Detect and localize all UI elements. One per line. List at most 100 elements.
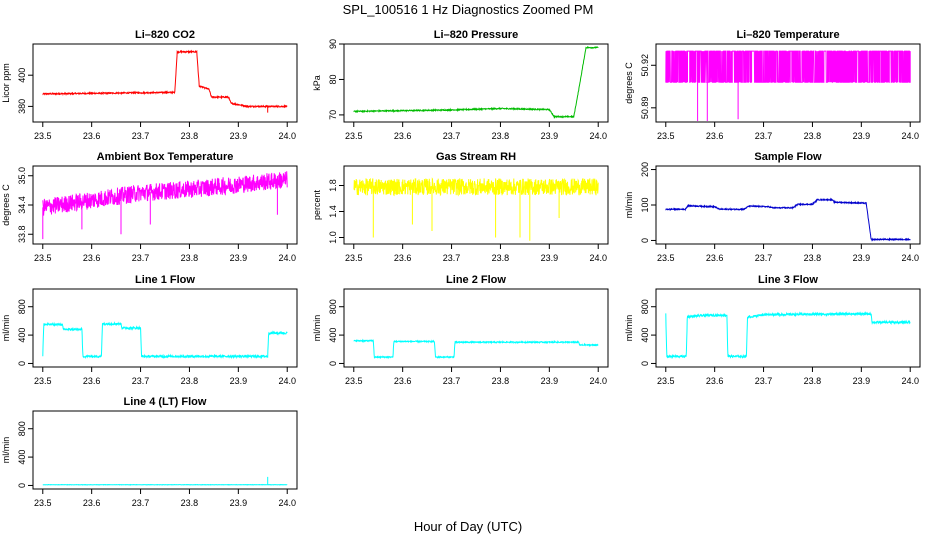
panel-9-xtick-label: 23.8 [804,376,822,386]
panel-5-plot-frame [343,165,609,245]
panel-4-ytick-label: 33.8 [17,225,27,243]
panel-5-xtick-label: 23.5 [345,253,363,263]
panel-3: Li–820 Temperature 23.5 23.6 23.7 23.8 23.9 24… [624,29,921,141]
panel-7-xtick-label: 23.9 [230,376,248,386]
panel-6-title: Sample Flow [754,151,822,163]
panel-2-xtick-label: 24.0 [589,131,607,141]
panel-3-xtick-label: 23.8 [804,131,822,141]
panel-10-plot-frame [32,410,298,490]
panel-6-xtick-label: 23.7 [755,253,773,263]
panel-5-series-line [353,177,599,241]
panel-1-ytick-label: 400 [17,68,27,83]
panel-9-xtick-label: 23.9 [853,376,871,386]
panel-3-xtick-label: 23.5 [657,131,675,141]
panel-3-plot-frame [655,43,921,123]
panel-9-title: Line 3 Flow [758,274,818,286]
panel-4-xtick-label: 23.5 [34,253,52,263]
panel-8-xtick-label: 23.5 [345,376,363,386]
panel-10-title: Line 4 (LT) Flow [124,396,207,408]
panel-10-ylabel: ml/min [1,437,11,464]
panel-8-ytick-label: 400 [328,328,338,343]
panel-4-ylabel: degrees C [1,184,11,226]
panels: Li–820 CO2 23.5 23.6 23.7 23.8 23.9 24.0 380 400… [1,29,921,508]
panel-8-ytick-label: 0 [328,361,338,366]
panel-6-xtick-label: 23.5 [657,253,675,263]
panel-7: Line 1 Flow 23.5 23.6 23.7 23.8 23.9 24.0 0 400 8… [1,274,298,386]
panel-10-xtick-label: 23.6 [83,498,101,508]
panel-2-xtick-label: 23.7 [443,131,461,141]
panel-1-xtick-label: 23.8 [181,131,199,141]
panel-2-plot-frame [343,43,609,123]
panel-5-ytick-label: 1.8 [328,179,338,192]
panel-9-plot-frame [655,288,921,368]
panel-2: Li–820 Pressure 23.5 23.6 23.7 23.8 23.9 24.0 7… [312,29,609,141]
panel-2-ytick-label: 90 [328,39,338,49]
panel-4-xtick-label: 23.7 [132,253,150,263]
panel-5-xtick-label: 24.0 [589,253,607,263]
panel-6-ytick-label: 200 [640,162,650,177]
panel-6-xtick-label: 23.6 [706,253,724,263]
panel-8-title: Line 2 Flow [446,274,506,286]
panel-2-title: Li–820 Pressure [434,29,518,41]
panel-1-xtick-label: 23.5 [34,131,52,141]
panel-8-xtick-label: 23.8 [492,376,510,386]
panel-10-xtick-label: 24.0 [278,498,296,508]
panel-6-ytick-label: 100 [640,197,650,212]
panel-1-title: Li–820 CO2 [135,29,195,41]
figure-title: SPL_100516 1 Hz Diagnostics Zoomed PM [343,2,594,17]
panel-1-ytick-label: 380 [17,99,27,114]
panel-3-ytick-label: 50.89 [640,97,650,120]
panel-9: Line 3 Flow 23.5 23.6 23.7 23.8 23.9 24.0 0 400 8… [624,274,921,386]
panel-6-ylabel: ml/min [624,192,634,219]
panel-3-xtick-label: 23.7 [755,131,773,141]
panel-9-ytick-label: 400 [640,328,650,343]
panel-7-ytick-label: 0 [17,361,27,366]
panel-1-series-line [42,49,288,113]
panel-9-ylabel: ml/min [624,315,634,342]
panel-2-ytick-label: 80 [328,74,338,84]
panel-4-title: Ambient Box Temperature [97,151,234,163]
panel-2-series-line [353,45,599,119]
panel-4-xtick-label: 24.0 [278,253,296,263]
panel-7-ytick-label: 400 [17,328,27,343]
panel-5-xtick-label: 23.8 [492,253,510,263]
panel-2-ytick-label: 70 [328,110,338,120]
panel-8-xtick-label: 23.6 [394,376,412,386]
panel-10-xtick-label: 23.7 [132,498,150,508]
panel-10-ytick-label: 400 [17,450,27,465]
panel-1-xtick-label: 23.9 [230,131,248,141]
panel-8-ytick-label: 800 [328,299,338,314]
panel-3-title: Li–820 Temperature [736,29,839,41]
panel-1: Li–820 CO2 23.5 23.6 23.7 23.8 23.9 24.0 380 400… [1,29,298,141]
panel-6-ytick-label: 0 [640,238,650,243]
panel-5-title: Gas Stream RH [436,151,516,163]
panel-2-xtick-label: 23.6 [394,131,412,141]
panel-9-xtick-label: 23.5 [657,376,675,386]
panel-9-series-line [665,311,911,360]
panel-3-series-line [665,50,911,121]
panel-7-title: Line 1 Flow [135,274,195,286]
figure-xlabel: Hour of Day (UTC) [414,519,522,534]
panel-3-xtick-label: 24.0 [901,131,919,141]
panel-2-xtick-label: 23.9 [541,131,559,141]
panel-7-xtick-label: 23.8 [181,376,199,386]
panel-3-xtick-label: 23.9 [853,131,871,141]
panel-1-xtick-label: 23.6 [83,131,101,141]
panel-2-xtick-label: 23.8 [492,131,510,141]
panel-4-series-line [42,171,288,240]
panel-2-ylabel: kPa [312,75,322,91]
panel-8-xtick-label: 24.0 [589,376,607,386]
panel-3-ylabel: degrees C [624,62,634,104]
panel-10-xtick-label: 23.5 [34,498,52,508]
panel-7-series-line [42,321,288,360]
panel-8-ylabel: ml/min [312,315,322,342]
panel-10-ytick-label: 0 [17,483,27,488]
panel-5-xtick-label: 23.9 [541,253,559,263]
panel-9-ytick-label: 0 [640,361,650,366]
panel-7-ytick-label: 800 [17,299,27,314]
panel-4-ytick-label: 34.4 [17,196,27,214]
panel-6-xtick-label: 23.9 [853,253,871,263]
panel-8-plot-frame [343,288,609,368]
panel-2-xtick-label: 23.5 [345,131,363,141]
panel-4-xtick-label: 23.6 [83,253,101,263]
